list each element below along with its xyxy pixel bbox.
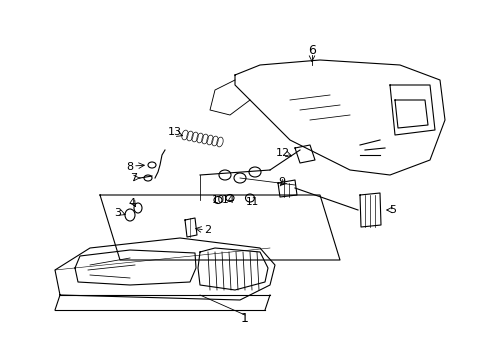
Text: 10: 10 [211,195,224,205]
Text: 3: 3 [114,208,121,218]
Text: 8: 8 [126,162,133,172]
Text: 9: 9 [278,177,285,187]
Text: 6: 6 [307,44,315,57]
Text: 13: 13 [168,127,182,137]
Text: 2: 2 [204,225,211,235]
Text: 5: 5 [389,205,396,215]
Text: 7: 7 [130,173,137,183]
Text: 4: 4 [128,198,135,208]
Text: 11: 11 [245,197,258,207]
Text: 1: 1 [241,311,248,324]
Text: 12: 12 [275,148,289,158]
Text: 14: 14 [221,195,234,205]
